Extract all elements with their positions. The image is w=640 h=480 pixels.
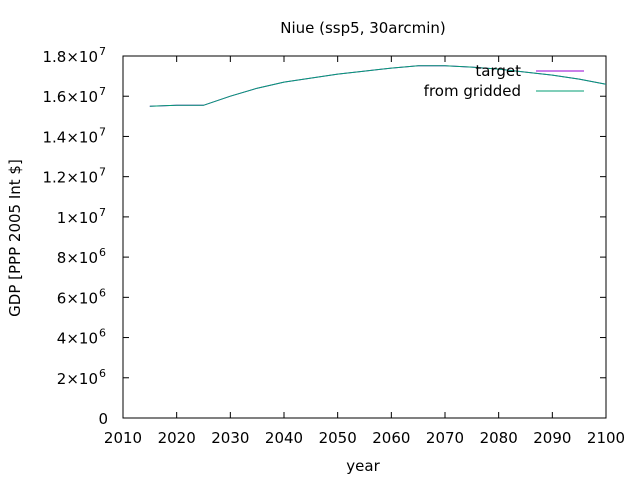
y-tick-label: 1.2×10 bbox=[42, 169, 98, 187]
series-line-from-gridded bbox=[149, 65, 607, 107]
y-tick-label: 1×10 bbox=[57, 209, 98, 227]
y-tick-label: 2×10 bbox=[57, 370, 98, 388]
y-tick-mantissa: 0 bbox=[98, 410, 108, 428]
y-tick-exponent: 6 bbox=[99, 367, 106, 380]
y-tick-mantissa: 1.4×10 bbox=[42, 128, 98, 146]
legend-label: from gridded bbox=[424, 82, 521, 100]
y-tick-mantissa: 4×10 bbox=[57, 330, 98, 348]
chart-title: Niue (ssp5, 30arcmin) bbox=[280, 19, 445, 37]
x-tick-label: 2100 bbox=[587, 429, 625, 447]
y-tick-mantissa: 6×10 bbox=[57, 289, 98, 307]
x-axis: 2010 2020 2030 2040 2050 2060 2070 2080 2090 2100 bbox=[104, 56, 625, 447]
y-tick-mantissa: 1.6×10 bbox=[42, 88, 98, 106]
y-tick-mantissa: 1.2×10 bbox=[42, 169, 98, 187]
x-tick-label: 2090 bbox=[533, 429, 571, 447]
x-tick-label: 2020 bbox=[158, 429, 196, 447]
y-axis-label: GDP [PPP 2005 Int $] bbox=[6, 159, 24, 317]
y-axis: 02×10 64×10 66×10 68×10 61×10 71.2×10 71.4×10 7… bbox=[42, 45, 606, 428]
y-tick-exponent: 7 bbox=[99, 45, 106, 58]
legend: target from gridded bbox=[424, 62, 584, 100]
y-tick-label: 4×10 bbox=[57, 330, 98, 348]
plot-border bbox=[122, 55, 607, 419]
x-tick-label: 2060 bbox=[372, 429, 410, 447]
x-axis-label: year bbox=[346, 457, 380, 475]
y-tick-exponent: 6 bbox=[99, 246, 106, 259]
y-tick-exponent: 6 bbox=[99, 286, 106, 299]
y-tick-mantissa: 8×10 bbox=[57, 249, 98, 267]
series-lines bbox=[149, 65, 607, 107]
y-tick-label: 0 bbox=[98, 410, 108, 428]
plot-frame bbox=[122, 55, 607, 419]
y-tick-label: 1.4×10 bbox=[42, 128, 98, 146]
x-tick-label: 2010 bbox=[104, 429, 142, 447]
y-tick-mantissa: 1.8×10 bbox=[42, 48, 98, 66]
y-tick-label: 8×10 bbox=[57, 249, 98, 267]
x-tick-label: 2040 bbox=[265, 429, 303, 447]
x-tick-label: 2030 bbox=[211, 429, 249, 447]
x-tick-label: 2070 bbox=[426, 429, 464, 447]
x-tick-label: 2080 bbox=[480, 429, 518, 447]
y-tick-exponent: 6 bbox=[99, 327, 106, 340]
y-tick-exponent: 7 bbox=[99, 166, 106, 179]
y-tick-exponent: 7 bbox=[99, 125, 106, 138]
y-tick-label: 1.8×10 bbox=[42, 48, 98, 66]
y-tick-mantissa: 2×10 bbox=[57, 370, 98, 388]
y-tick-label: 1.6×10 bbox=[42, 88, 98, 106]
x-tick-label: 2050 bbox=[319, 429, 357, 447]
legend-label: target bbox=[475, 62, 521, 80]
y-tick-exponent: 7 bbox=[99, 85, 106, 98]
y-tick-exponent: 7 bbox=[99, 206, 106, 219]
y-tick-mantissa: 1×10 bbox=[57, 209, 98, 227]
y-tick-label: 6×10 bbox=[57, 289, 98, 307]
